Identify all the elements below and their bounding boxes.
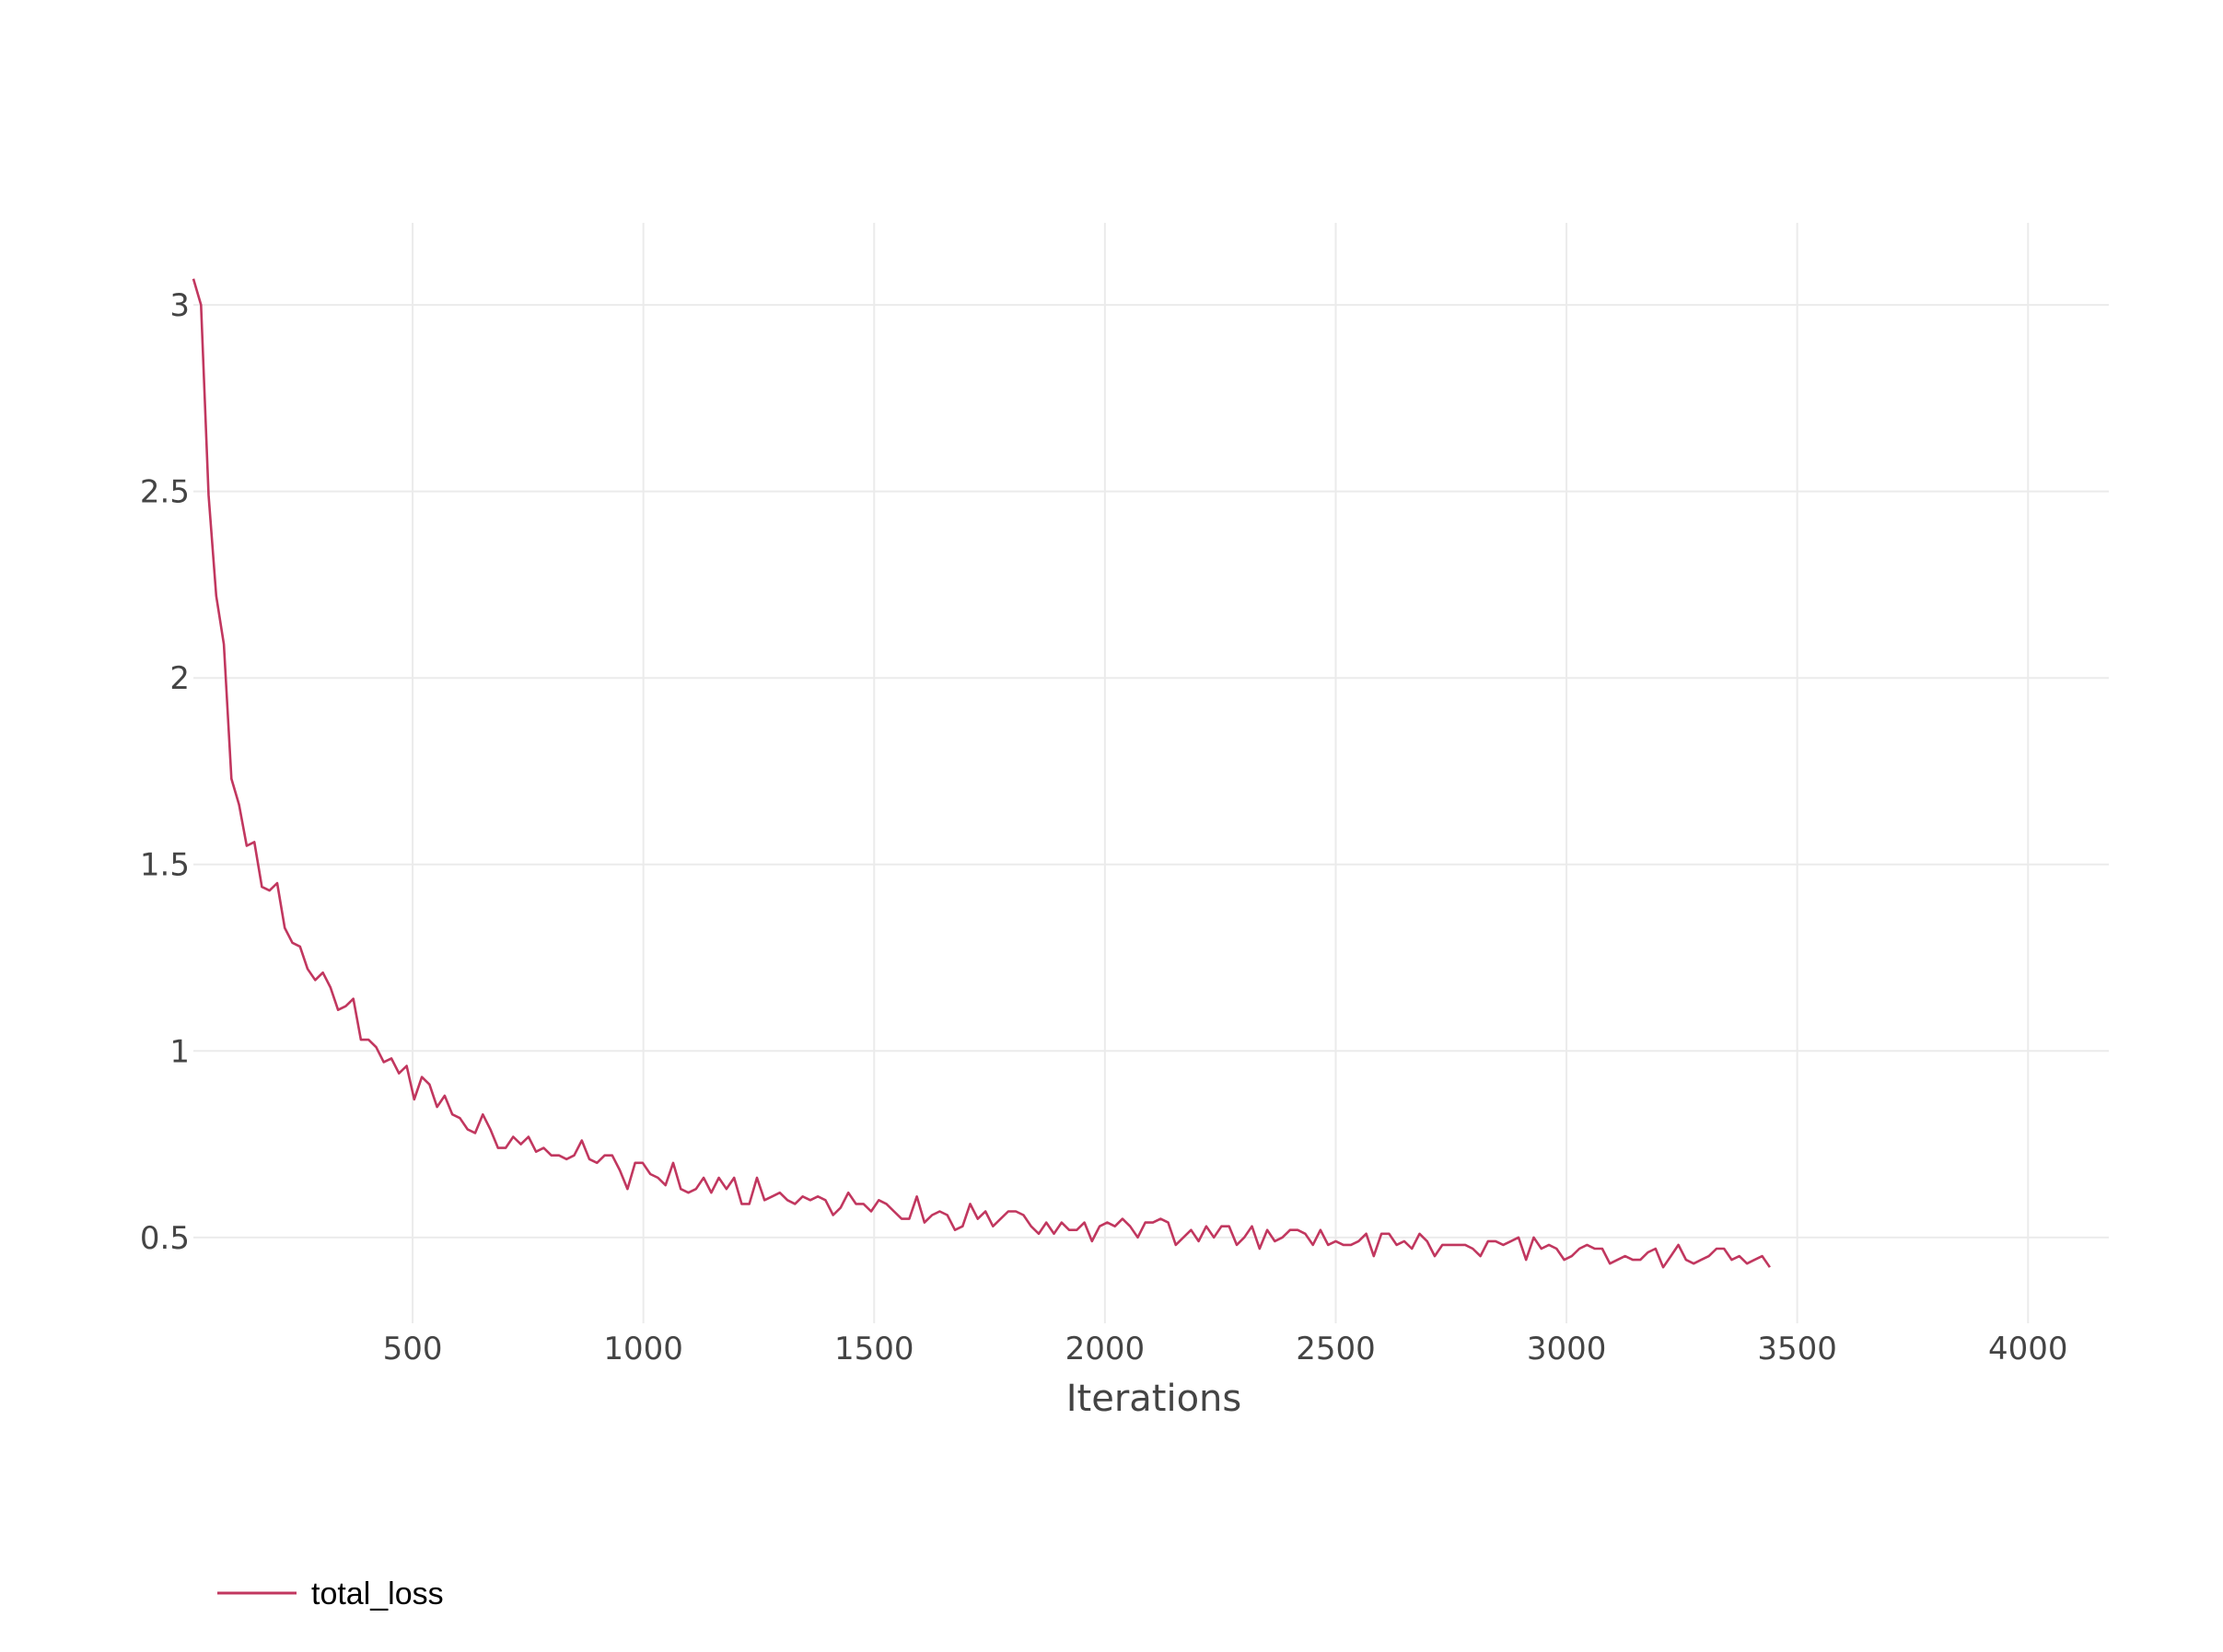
series-line-total-loss[interactable]: [192, 278, 1771, 1269]
y-tick-label-1_5: 1.5: [140, 847, 190, 884]
x-tick-label-2500: 2500: [1296, 1331, 1376, 1367]
x-tick-label-3000: 3000: [1527, 1331, 1607, 1367]
y-tick-label-1: 1: [169, 1033, 190, 1070]
legend[interactable]: total_loss: [217, 1576, 444, 1611]
x-tick-label-500: 500: [383, 1331, 443, 1367]
x-tick-label-3500: 3500: [1757, 1331, 1837, 1367]
tick-labels: 500 1000 1500 2000 2500 3000 3500 4000 0.5 1 1.5 2 2…: [140, 287, 2068, 1367]
x-axis-title: Iterations: [1066, 1378, 1242, 1420]
y-tick-label-0_5: 0.5: [140, 1220, 190, 1257]
x-tick-label-2000: 2000: [1065, 1331, 1146, 1367]
x-tick-label-1000: 1000: [603, 1331, 683, 1367]
series-layer: [192, 278, 1771, 1269]
y-tick-label-2_5: 2.5: [140, 474, 190, 511]
y-tick-label-2: 2: [169, 660, 190, 697]
legend-label-total-loss: total_loss: [311, 1576, 444, 1611]
grid: [193, 223, 2109, 1323]
x-tick-label-4000: 4000: [1988, 1331, 2068, 1367]
x-tick-label-1500: 1500: [834, 1331, 914, 1367]
y-tick-label-3: 3: [169, 287, 190, 324]
